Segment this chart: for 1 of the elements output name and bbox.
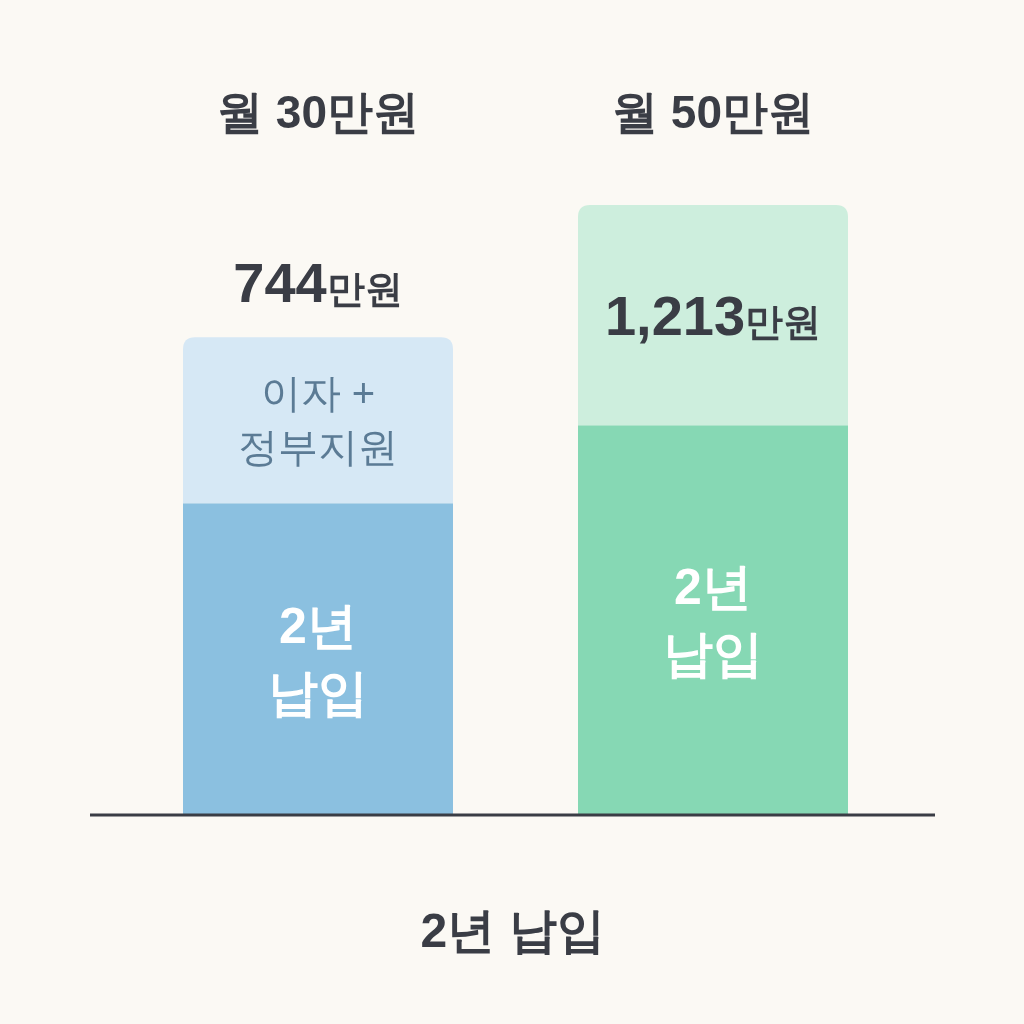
- xlabel: 2년 납입: [420, 903, 605, 957]
